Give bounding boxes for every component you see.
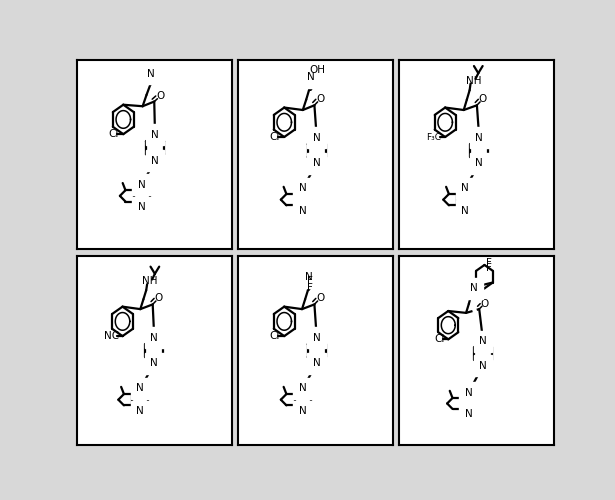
- Text: N: N: [313, 333, 320, 343]
- Text: O: O: [480, 299, 489, 309]
- Text: N: N: [461, 184, 469, 194]
- Text: N: N: [151, 333, 158, 343]
- Text: N: N: [475, 133, 483, 143]
- Text: N: N: [464, 410, 472, 420]
- Text: N: N: [479, 360, 487, 370]
- Text: N: N: [305, 272, 312, 282]
- Text: N: N: [146, 69, 154, 79]
- Text: N: N: [475, 158, 483, 168]
- Text: N: N: [299, 184, 307, 194]
- Text: N: N: [299, 206, 307, 216]
- Text: N: N: [299, 406, 307, 416]
- Text: N: N: [299, 384, 307, 394]
- Text: O: O: [316, 94, 325, 104]
- Text: N: N: [313, 358, 320, 368]
- Text: O: O: [154, 294, 163, 304]
- Text: N: N: [138, 202, 146, 212]
- Text: Cl: Cl: [434, 334, 445, 344]
- Text: F: F: [486, 264, 492, 274]
- Text: NH: NH: [143, 276, 158, 286]
- Text: O: O: [156, 91, 164, 101]
- Text: N: N: [307, 72, 314, 83]
- Text: N: N: [138, 180, 146, 190]
- Text: N: N: [151, 130, 159, 140]
- Text: Cl: Cl: [269, 331, 280, 341]
- Text: F₃C: F₃C: [427, 132, 442, 141]
- Text: N: N: [313, 133, 320, 143]
- Text: N: N: [137, 406, 144, 416]
- Text: N: N: [479, 336, 487, 346]
- Text: Cl: Cl: [269, 132, 280, 142]
- Text: O: O: [478, 94, 487, 104]
- Text: NH: NH: [466, 76, 482, 86]
- Text: Cl: Cl: [108, 129, 119, 139]
- Text: N: N: [313, 158, 320, 168]
- Text: N: N: [464, 388, 472, 398]
- Text: N: N: [151, 358, 158, 368]
- Text: F: F: [486, 258, 492, 268]
- Text: F: F: [306, 282, 312, 292]
- Text: O: O: [316, 294, 325, 304]
- Text: NC: NC: [105, 331, 119, 341]
- Text: N: N: [470, 284, 477, 294]
- Text: N: N: [461, 206, 469, 216]
- Text: N: N: [151, 156, 159, 166]
- Text: OH: OH: [309, 65, 325, 75]
- Text: F: F: [306, 276, 312, 286]
- Text: N: N: [137, 384, 144, 394]
